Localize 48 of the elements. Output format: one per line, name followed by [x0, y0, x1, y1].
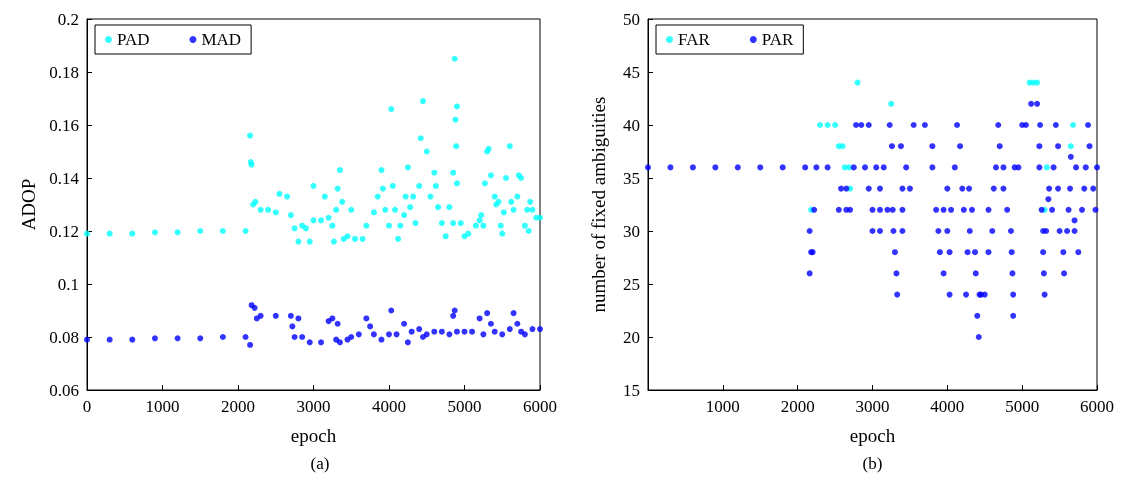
y-tick-label: 0.14	[49, 168, 80, 188]
point	[1070, 122, 1077, 128]
x-tick-label: 4000	[372, 397, 406, 416]
x-tick-label: 3000	[296, 397, 331, 416]
point	[817, 122, 824, 128]
y-tick-label: 50	[623, 9, 640, 29]
y-tick-label: 35	[623, 168, 640, 188]
y-tick-label: 45	[623, 62, 640, 82]
y-tick-label: 0.18	[49, 62, 79, 82]
y-tick-label: 0.08	[49, 327, 79, 347]
x-tick-label: 0	[82, 397, 92, 416]
text: (a)	[310, 454, 330, 473]
point	[824, 122, 831, 128]
y-tick-label: 40	[623, 115, 640, 135]
text: (b)	[862, 454, 883, 473]
x-axis-title: epoch	[290, 425, 337, 446]
x-tick-label: 3000	[855, 397, 890, 416]
y-axis-title: number of fixed ambiguities	[588, 96, 609, 313]
x-axis-title: epoch	[849, 425, 896, 446]
point	[1034, 79, 1041, 86]
y-tick-label: 0.16	[49, 115, 79, 135]
y-tick-label: 0.2	[57, 9, 79, 29]
y-axis-title: ADOP	[18, 178, 40, 231]
x-tick-label: 4000	[930, 397, 965, 416]
point	[1067, 143, 1074, 150]
x-tick-label: 5000	[447, 397, 482, 416]
point	[832, 122, 839, 128]
legend-label: PAD	[117, 30, 150, 49]
y-tick-label: 15	[623, 380, 640, 400]
x-tick-label: 6000	[1080, 397, 1114, 416]
y-tick-label: 0.06	[49, 380, 79, 400]
y-tick-label: 0.1	[57, 274, 79, 294]
x-tick-label: 5000	[1005, 397, 1040, 416]
point	[1043, 164, 1050, 171]
y-tick-label: 30	[623, 221, 640, 241]
y-tick-label: 25	[623, 274, 640, 294]
point	[839, 143, 846, 150]
legend-label: FAR	[678, 30, 711, 49]
y-tick-label: 20	[623, 327, 640, 347]
x-tick-label: 1000	[145, 397, 180, 416]
x-tick-label: 1000	[705, 397, 740, 416]
x-tick-label: 2000	[221, 397, 255, 416]
x-tick-label: 6000	[523, 397, 557, 416]
point	[888, 100, 895, 107]
y-tick-label: 0.12	[49, 221, 79, 241]
legend-label: PAR	[761, 30, 794, 49]
legend-label: MAD	[201, 30, 242, 49]
x-tick-label: 2000	[780, 397, 815, 416]
